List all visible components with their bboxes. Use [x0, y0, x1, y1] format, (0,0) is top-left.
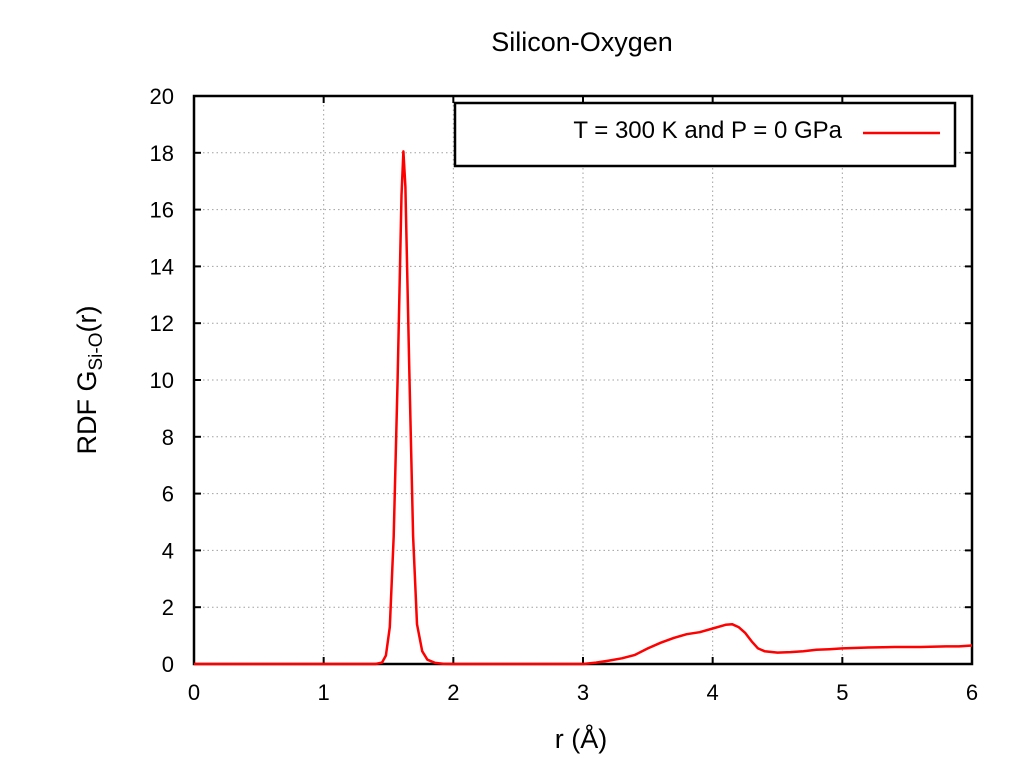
- y-tick-label: 16: [150, 198, 174, 223]
- chart-title: Silicon-Oxygen: [491, 27, 673, 57]
- x-axis-label: r (Å): [555, 723, 607, 754]
- y-axis-label-suffix: (r): [72, 306, 102, 333]
- series-lines: [194, 150, 973, 666]
- y-tick-label: 14: [150, 254, 174, 279]
- y-tick-label: 6: [162, 482, 174, 507]
- legend: T = 300 K and P = 0 GPa: [453, 101, 957, 168]
- y-tick-label: 20: [150, 84, 174, 109]
- x-tick-label: 4: [707, 680, 719, 705]
- grid-lines: [194, 96, 972, 664]
- x-tick-label: 3: [577, 680, 589, 705]
- legend-box: [453, 101, 957, 168]
- y-tick-label: 2: [162, 595, 174, 620]
- y-axis-label-subscript: Si-O: [86, 332, 107, 370]
- x-tick-label: 2: [447, 680, 459, 705]
- y-axis-label-main: RDF G: [72, 370, 102, 454]
- x-tick-label: 1: [318, 680, 330, 705]
- y-tick-label: 18: [150, 141, 174, 166]
- y-tick-label: 4: [162, 538, 174, 563]
- y-axis-label: RDF GSi-O(r): [72, 306, 107, 455]
- series-line: [194, 150, 973, 666]
- y-tick-label: 8: [162, 425, 174, 450]
- x-tick-label: 6: [966, 680, 978, 705]
- x-tick-label: 5: [836, 680, 848, 705]
- legend-label: T = 300 K and P = 0 GPa: [573, 117, 842, 144]
- x-tick-label: 0: [188, 680, 200, 705]
- y-tick-label: 10: [150, 368, 174, 393]
- y-tick-label: 0: [162, 652, 174, 677]
- y-tick-label: 12: [150, 311, 174, 336]
